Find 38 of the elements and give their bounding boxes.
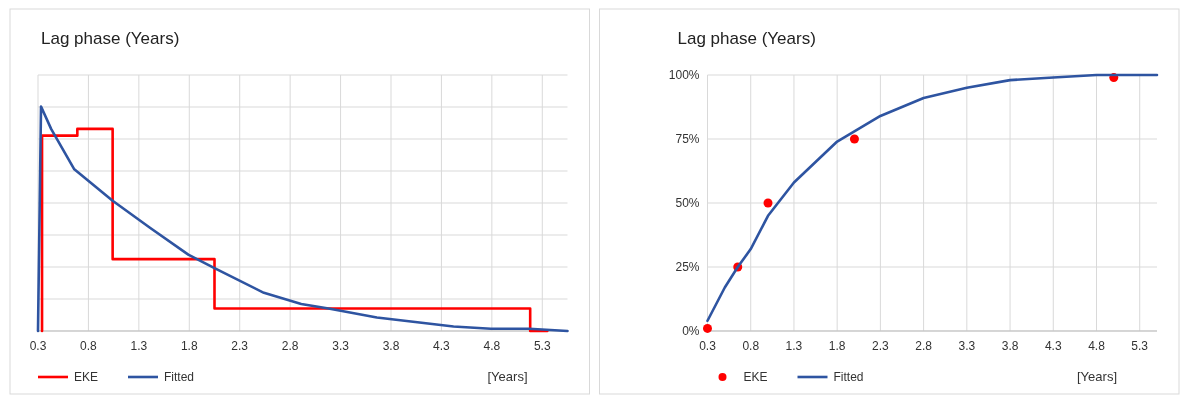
x-axis-title: [Years] [1077, 369, 1117, 384]
x-tick-label: 0.8 [80, 339, 98, 353]
x-axis-title: [Years] [487, 369, 528, 384]
legend-label: EKE [74, 370, 99, 384]
y-tick-label: 0% [682, 324, 700, 338]
x-tick-label: 0.3 [29, 339, 47, 353]
y-tick-label: 75% [675, 132, 700, 146]
x-tick-label: 1.3 [785, 339, 803, 353]
x-tick-label: 2.8 [281, 339, 299, 353]
point [849, 134, 859, 144]
x-tick-label: 0.3 [699, 339, 717, 353]
y-tick-label: 100% [668, 68, 700, 82]
x-tick-label: 1.8 [180, 339, 198, 353]
x-tick-label: 2.8 [915, 339, 933, 353]
x-tick-label: 1.3 [130, 339, 148, 353]
legend-label: Fitted [833, 370, 864, 384]
chart-title: Lag phase (Years) [41, 29, 180, 48]
x-tick-label: 3.3 [332, 339, 350, 353]
x-tick-label: 4.3 [433, 339, 451, 353]
x-tick-label: 2.3 [872, 339, 890, 353]
legend-label: EKE [743, 370, 768, 384]
y-tick-label: 25% [675, 260, 700, 274]
x-tick-label: 2.3 [231, 339, 249, 353]
x-tick-label: 3.3 [958, 339, 976, 353]
point [763, 198, 773, 208]
x-tick-label: 0.8 [742, 339, 760, 353]
x-tick-label: 5.3 [533, 339, 551, 353]
x-tick-label: 3.8 [1001, 339, 1019, 353]
x-tick-label: 5.3 [1131, 339, 1149, 353]
x-tick-label: 4.8 [483, 339, 501, 353]
legend-label: Fitted [164, 370, 195, 384]
x-tick-label: 4.3 [1044, 339, 1062, 353]
chart-title: Lag phase (Years) [677, 29, 816, 48]
point [703, 323, 712, 333]
y-tick-label: 50% [675, 196, 700, 210]
x-tick-label: 3.8 [382, 339, 400, 353]
x-tick-label: 4.8 [1088, 339, 1106, 353]
x-tick-label: 1.8 [828, 339, 846, 353]
